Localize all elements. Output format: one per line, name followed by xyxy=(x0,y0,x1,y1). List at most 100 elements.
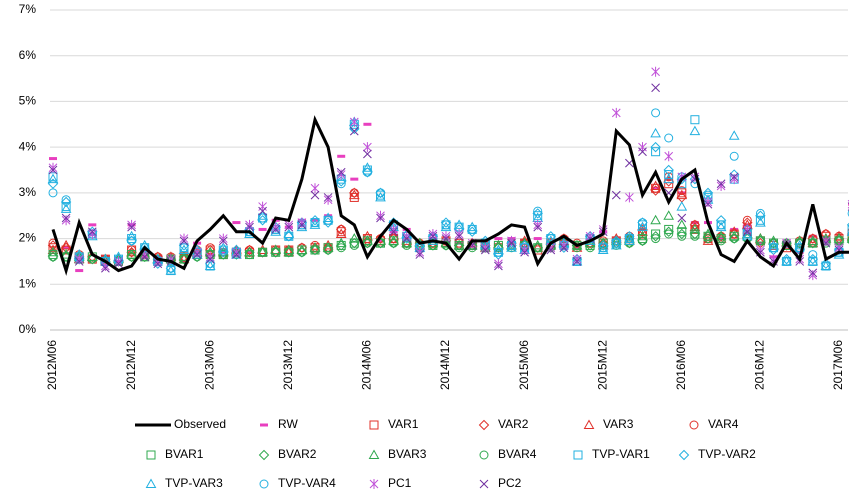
data-point xyxy=(847,234,849,244)
data-point xyxy=(638,142,647,153)
data-point xyxy=(506,237,517,249)
data-point xyxy=(87,229,97,239)
data-point xyxy=(218,233,228,244)
data-point xyxy=(611,238,621,248)
legend-label: BVAR3 xyxy=(388,447,427,461)
data-point xyxy=(638,236,647,246)
data-point xyxy=(165,265,177,275)
data-point xyxy=(572,254,582,265)
data-point xyxy=(61,245,71,255)
data-point xyxy=(506,242,517,252)
data-point xyxy=(336,227,346,237)
data-point xyxy=(244,246,255,257)
data-point xyxy=(624,231,635,242)
data-point xyxy=(466,221,478,232)
data-point xyxy=(597,244,609,254)
data-point xyxy=(178,244,190,254)
data-point xyxy=(389,227,398,237)
data-point xyxy=(533,243,543,253)
data-point xyxy=(127,222,136,232)
data-point xyxy=(376,190,385,200)
data-point xyxy=(165,263,177,274)
data-point xyxy=(611,190,621,200)
data-point xyxy=(637,226,648,236)
data-point xyxy=(728,226,740,236)
data-point xyxy=(598,243,608,253)
data-point xyxy=(519,235,530,245)
data-point xyxy=(611,235,622,247)
data-point xyxy=(47,246,59,257)
x-tick-label: 2014M12 xyxy=(438,340,452,390)
data-point xyxy=(768,239,779,250)
data-point xyxy=(310,240,320,250)
data-point xyxy=(60,249,72,259)
data-point xyxy=(441,231,451,242)
data-point xyxy=(47,244,59,254)
data-point xyxy=(257,210,268,220)
legend-marker xyxy=(573,450,583,460)
data-point xyxy=(245,250,254,260)
data-point xyxy=(126,246,137,257)
x-tick-label: 2015M12 xyxy=(595,340,609,390)
data-point xyxy=(362,235,373,245)
data-point xyxy=(244,247,255,258)
data-point xyxy=(663,210,675,220)
data-point xyxy=(532,239,544,250)
data-point xyxy=(716,181,726,191)
data-point xyxy=(715,221,727,232)
data-point xyxy=(520,245,529,255)
data-point xyxy=(232,250,241,259)
data-point xyxy=(689,221,701,232)
data-point xyxy=(127,252,137,262)
data-point xyxy=(664,170,674,180)
data-point xyxy=(440,217,452,228)
data-point xyxy=(101,263,110,273)
data-point xyxy=(48,172,58,182)
data-point xyxy=(48,165,58,175)
data-point xyxy=(74,254,84,265)
data-point xyxy=(651,83,660,93)
data-point xyxy=(663,173,675,184)
data-point xyxy=(637,230,648,241)
data-point xyxy=(715,233,727,243)
data-point xyxy=(729,151,739,161)
y-tick-label: 2% xyxy=(19,231,37,245)
data-point xyxy=(532,208,543,219)
data-point xyxy=(610,239,622,250)
data-point xyxy=(742,224,752,235)
data-point xyxy=(677,188,687,198)
data-point xyxy=(729,234,739,244)
data-point xyxy=(309,215,321,226)
data-point xyxy=(677,213,687,223)
data-point xyxy=(48,188,58,198)
data-point xyxy=(533,211,543,221)
data-point xyxy=(270,244,282,254)
data-point xyxy=(650,180,661,190)
legend-marker xyxy=(258,449,270,461)
data-point xyxy=(218,236,228,246)
data-point xyxy=(322,242,334,252)
data-point xyxy=(349,123,360,135)
data-point xyxy=(742,227,752,237)
data-point xyxy=(664,179,674,189)
data-point xyxy=(323,193,333,202)
data-point xyxy=(310,183,320,194)
data-point xyxy=(651,108,661,118)
data-point xyxy=(651,234,661,244)
data-point xyxy=(638,147,647,157)
data-point xyxy=(362,162,373,172)
x-tick-label: 2013M12 xyxy=(281,340,295,390)
data-point xyxy=(336,169,346,180)
data-point xyxy=(283,228,295,238)
y-tick-label: 0% xyxy=(19,322,37,336)
data-point xyxy=(61,213,71,223)
data-point xyxy=(755,236,765,246)
legend-label: PC1 xyxy=(388,476,412,490)
data-point xyxy=(650,127,661,138)
data-point xyxy=(48,252,58,262)
data-point xyxy=(808,250,818,260)
data-point xyxy=(363,149,372,159)
data-point xyxy=(572,257,582,266)
data-point xyxy=(676,189,688,200)
data-point xyxy=(127,236,137,246)
